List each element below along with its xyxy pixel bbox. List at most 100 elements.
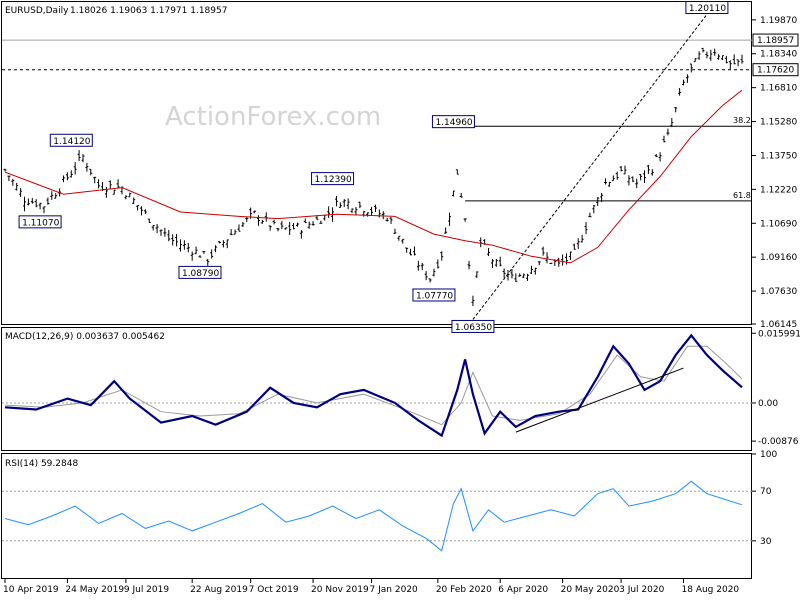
price-bar <box>611 175 615 182</box>
price-y-tick-label: 1.06145 <box>760 320 797 330</box>
price-bar <box>54 193 58 199</box>
price-bar <box>206 258 210 266</box>
price-bar <box>381 211 385 220</box>
price-bar <box>646 164 650 174</box>
price-trend-line <box>472 14 708 320</box>
price-bar <box>256 215 260 226</box>
price-y-tick-label: 1.13750 <box>760 151 797 161</box>
price-bar <box>362 210 366 217</box>
price-bar <box>405 247 409 253</box>
price-bar <box>241 221 245 228</box>
price-bar <box>526 273 530 281</box>
price-bar <box>108 180 112 190</box>
price-bar <box>471 295 475 307</box>
price-header-symbol: EURUSD,Daily <box>5 6 69 16</box>
price-bar <box>15 182 19 191</box>
rsi-line <box>4 480 743 552</box>
price-bar <box>132 197 136 204</box>
price-y-tick-label: 1.07630 <box>760 287 797 297</box>
price-bar <box>288 221 292 235</box>
price-bar <box>619 165 623 172</box>
price-bar <box>537 261 541 266</box>
x-axis-tick-label: 20 Feb 2020 <box>436 585 492 595</box>
price-bar <box>685 74 689 83</box>
price-bar <box>30 197 34 204</box>
price-bar <box>721 55 725 61</box>
price-bar <box>373 204 377 213</box>
price-bar <box>467 260 471 270</box>
price-bar <box>104 186 108 198</box>
macd-y-tick-label: 0.00 <box>758 399 778 409</box>
price-panel-frame <box>1 1 752 325</box>
price-annotation-label: 1.11070 <box>22 218 59 228</box>
price-bar <box>670 118 674 128</box>
price-bar <box>498 256 502 267</box>
price-bar <box>221 240 225 248</box>
price-layer: 38.2 61.8 1.14120 1.11070 1.08790 1.12390 1.07… <box>2 1 752 333</box>
price-bar <box>85 162 89 172</box>
price-bar <box>7 175 11 182</box>
price-bar <box>514 273 518 282</box>
price-bar <box>292 223 296 230</box>
price-bar <box>65 172 69 181</box>
price-bar <box>233 229 237 235</box>
price-annotation-box <box>49 133 93 147</box>
dashed-level-label: 1.17620 <box>757 66 794 76</box>
price-bar <box>268 225 272 231</box>
price-bar <box>93 176 97 184</box>
price-bar <box>533 267 537 275</box>
price-header-ohlc: 1.18026 1.19063 1.17971 1.18957 <box>70 6 227 16</box>
price-bar <box>451 190 455 197</box>
price-bar <box>69 170 73 178</box>
price-bar <box>607 181 611 187</box>
price-bar <box>190 251 194 261</box>
price-bar <box>167 229 171 242</box>
macd-header: MACD(12,26,9) 0.003637 0.005462 <box>5 332 165 342</box>
price-bar <box>46 197 50 205</box>
price-bar <box>370 207 374 216</box>
price-bar <box>506 270 510 281</box>
price-bar <box>202 251 206 254</box>
price-bar <box>416 260 420 271</box>
price-bar <box>136 205 140 211</box>
price-bar <box>580 234 584 243</box>
price-bar <box>615 171 619 180</box>
dashed-level-box <box>752 63 799 77</box>
price-bar <box>178 239 182 252</box>
price-annotation-box <box>178 265 222 279</box>
price-bar <box>432 268 436 277</box>
price-y-tick-label: 1.15280 <box>760 118 797 128</box>
price-annotation-label: 1.14960 <box>435 118 472 128</box>
price-bar <box>327 206 331 219</box>
price-bar <box>272 219 276 225</box>
price-bar <box>26 198 30 206</box>
price-bar <box>510 269 514 279</box>
price-bar <box>549 262 553 265</box>
price-bar <box>393 228 397 234</box>
x-axis-tick-label: 20 May 2020 <box>561 585 620 595</box>
price-bar <box>237 224 241 232</box>
price-bar <box>420 262 424 271</box>
price-bar <box>229 229 233 236</box>
macd-trend-line <box>515 367 684 433</box>
price-bar <box>358 201 362 209</box>
price-bar <box>22 196 26 212</box>
watermark: ActionForex.com <box>165 102 381 132</box>
x-axis-tick-label: 3 Jul 2020 <box>619 585 664 595</box>
price-bar <box>295 222 299 227</box>
price-bar <box>604 178 608 185</box>
price-bar <box>303 218 307 224</box>
x-axis-tick-label: 20 Nov 2019 <box>311 585 369 595</box>
price-bar <box>210 249 214 259</box>
price-bar <box>264 212 268 222</box>
price-bar <box>494 258 498 267</box>
price-bar <box>732 54 736 65</box>
rsi-header: RSI(14) 59.2848 <box>5 459 78 469</box>
x-axis-tick-label: 9 Jul 2019 <box>124 585 169 595</box>
price-bar <box>11 178 15 186</box>
price-bar <box>42 206 46 214</box>
price-bar <box>307 221 311 229</box>
price-bar <box>596 196 600 206</box>
macd-signal-line <box>4 345 743 426</box>
